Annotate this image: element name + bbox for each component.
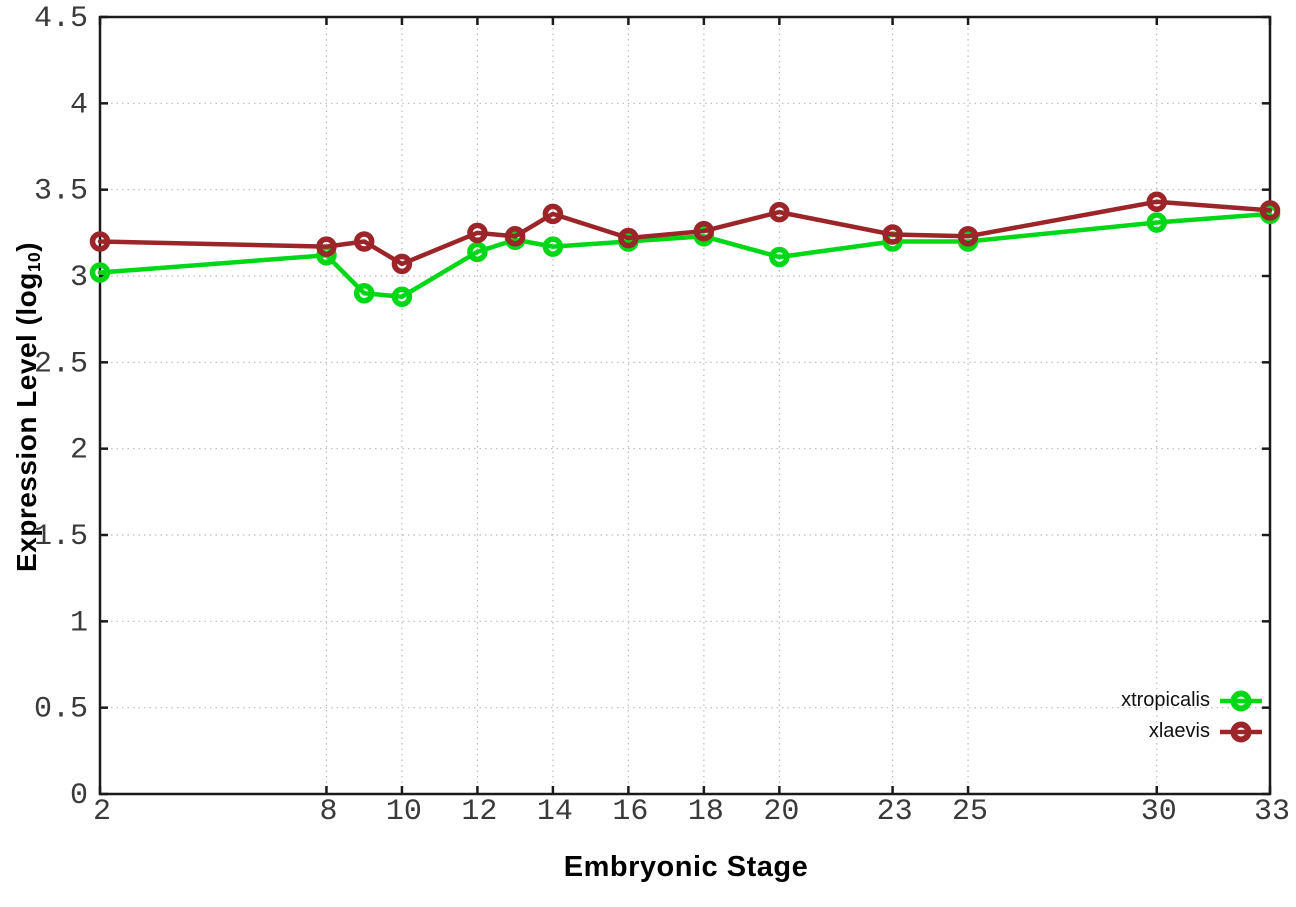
data-point-marker-xlaevis (353, 231, 375, 252)
x-tick-label: 12 (461, 795, 497, 829)
y-tick-label: 3.5 (34, 175, 88, 209)
data-point-marker-xtropicalis (467, 241, 488, 263)
x-tick-label: 25 (952, 795, 988, 829)
data-point-marker-xtropicalis (89, 262, 111, 283)
data-point-marker-xlaevis (504, 226, 526, 247)
data-point-marker-xtropicalis (391, 286, 413, 307)
y-tick-label: 0 (70, 779, 88, 813)
x-tick-label: 2 (93, 795, 111, 829)
x-tick-label: 20 (763, 795, 799, 829)
y-axis-title-text: Expression Level (log (10, 272, 42, 573)
y-axis-title-subscript: 10 (24, 251, 45, 273)
y-tick-label: 2 (70, 434, 88, 468)
data-point-marker-xtropicalis (1146, 212, 1168, 233)
data-point-marker-xlaevis (542, 203, 564, 225)
y-tick-label: 3 (70, 261, 88, 295)
x-tick-label: 10 (386, 795, 422, 829)
data-point-marker-xlaevis (391, 253, 413, 275)
x-tick-label: 18 (688, 795, 724, 829)
data-point-marker-xlaevis (316, 236, 337, 257)
data-point-marker-xtropicalis (353, 283, 375, 304)
legend-item-xlaevis: xlaevis (1121, 716, 1263, 747)
data-point-marker-xlaevis (769, 201, 790, 223)
x-tick-label: 33 (1254, 795, 1290, 829)
plot-border (98, 15, 1272, 796)
series-line-xtropicalis (97, 211, 1273, 299)
y-axis-title-close: ) (10, 241, 42, 252)
data-point-marker-xlaevis (957, 226, 979, 247)
data-point-marker-xlaevis (1146, 191, 1168, 213)
series-line-xlaevis (97, 199, 1273, 267)
y-axis-title: Expression Level (log10) (11, 242, 45, 572)
data-point-marker-xlaevis (693, 220, 715, 242)
legend-marker-icon-xtropicalis (1220, 690, 1262, 711)
data-point-marker-xlaevis (89, 231, 111, 252)
y-tick-label: 4.5 (34, 2, 88, 36)
x-tick-label: 30 (1141, 795, 1177, 829)
x-axis-title: Embryonic Stage (563, 851, 809, 883)
legend-label-xlaevis: xlaevis (1148, 720, 1210, 742)
x-tick-label: 14 (537, 795, 573, 829)
x-tick-label: 8 (319, 795, 337, 829)
y-tick-label: 0.5 (34, 693, 88, 727)
y-tick-label: 2.5 (34, 347, 88, 381)
legend-marker-icon-xlaevis (1220, 721, 1262, 742)
data-point-marker-xtropicalis (542, 236, 564, 257)
data-point-marker-xlaevis (467, 222, 488, 244)
y-tick-label: 1.5 (34, 520, 88, 554)
data-point-marker-xlaevis (1259, 200, 1281, 221)
data-point-marker-xlaevis (618, 227, 639, 249)
data-point-marker-xtropicalis (769, 246, 790, 268)
x-tick-label: 16 (612, 795, 648, 829)
x-tick-label: 23 (877, 795, 913, 829)
y-tick-label: 1 (70, 606, 88, 640)
y-tick-label: 4 (70, 88, 88, 122)
data-point-marker-xlaevis (882, 224, 903, 245)
legend-label-xtropicalis: xtropicalis (1121, 689, 1210, 711)
legend-item-xtropicalis: xtropicalis (1121, 685, 1263, 716)
legend: xtropicalis xlaevis (1121, 685, 1263, 747)
